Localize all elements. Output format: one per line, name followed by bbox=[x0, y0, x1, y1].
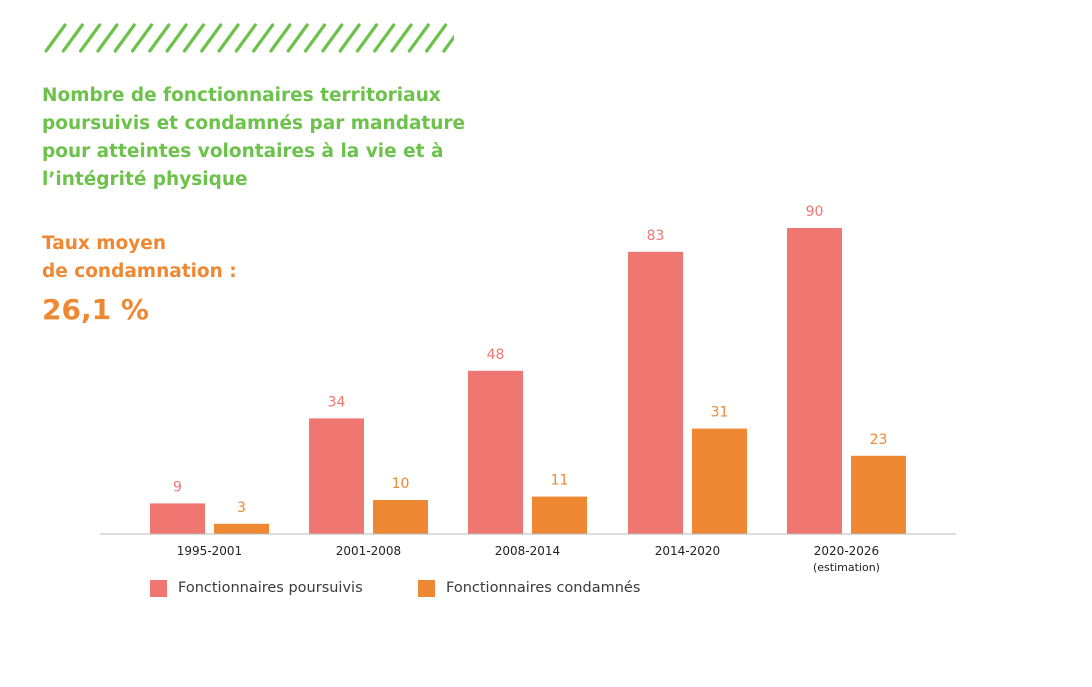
stripe bbox=[355, 23, 378, 53]
bar-poursuivis-0 bbox=[150, 503, 205, 534]
bar-poursuivis-3 bbox=[628, 251, 683, 535]
stripe bbox=[182, 23, 205, 53]
stripe bbox=[442, 34, 454, 53]
stripe bbox=[252, 23, 275, 53]
stripe bbox=[321, 23, 344, 53]
average-rate-value: 26,1 % bbox=[42, 293, 149, 326]
stripe bbox=[303, 23, 327, 53]
bar-condamnes-0 bbox=[214, 523, 269, 534]
stripe bbox=[373, 23, 396, 53]
legend-label-condamnes: Fonctionnaires condamnés bbox=[446, 580, 641, 596]
stripe bbox=[130, 23, 154, 53]
legend-swatch-poursuivis bbox=[150, 579, 167, 597]
bar-poursuivis-4 bbox=[787, 228, 842, 534]
bar-condamnes-1 bbox=[373, 500, 428, 534]
stripe bbox=[269, 23, 292, 53]
x-tick-label-0: 1995-2001 bbox=[177, 544, 242, 558]
decorative-stripes bbox=[44, 23, 454, 53]
stripe bbox=[234, 23, 257, 53]
stripe bbox=[96, 23, 119, 53]
stripe bbox=[390, 23, 413, 53]
average-rate-label: Taux moyen de condamnation : bbox=[42, 230, 282, 286]
stripe bbox=[78, 23, 102, 53]
stripe bbox=[200, 23, 223, 53]
legend-label-poursuivis: Fonctionnaires poursuivis bbox=[178, 580, 363, 596]
x-tick-label-1: 2001-2008 bbox=[336, 544, 401, 558]
stripe bbox=[407, 23, 430, 53]
legend-item-poursuivis: Fonctionnaires poursuivis bbox=[150, 578, 363, 598]
stripe bbox=[61, 23, 84, 53]
stripe bbox=[425, 23, 448, 53]
bar-poursuivis-2 bbox=[468, 370, 523, 534]
average-rate-label-line1: Taux moyen bbox=[42, 233, 167, 254]
x-tick-note-4: (estimation) bbox=[813, 561, 880, 574]
data-label-poursuivis-2: 48 bbox=[487, 347, 505, 363]
stripe bbox=[165, 23, 188, 53]
x-tick-label-4: 2020-2026 bbox=[814, 544, 879, 558]
data-label-poursuivis-1: 34 bbox=[328, 394, 346, 410]
data-label-condamnes-2: 11 bbox=[551, 473, 569, 489]
stripe bbox=[44, 23, 67, 53]
data-label-poursuivis-3: 83 bbox=[647, 228, 665, 244]
data-label-condamnes-0: 3 bbox=[237, 500, 246, 516]
data-label-condamnes-3: 31 bbox=[711, 405, 729, 421]
x-tick-label-3: 2014-2020 bbox=[655, 544, 720, 558]
bar-condamnes-4 bbox=[851, 455, 906, 534]
x-tick-label-2: 2008-2014 bbox=[495, 544, 560, 558]
data-label-condamnes-4: 23 bbox=[870, 432, 888, 448]
data-label-condamnes-1: 10 bbox=[392, 476, 410, 492]
bar-condamnes-2 bbox=[532, 496, 587, 534]
stripe bbox=[113, 23, 136, 53]
legend-swatch-condamnes bbox=[418, 579, 435, 597]
stripe bbox=[217, 23, 240, 53]
bar-poursuivis-1 bbox=[309, 418, 364, 534]
chart-title: Nombre de fonctionnaires territoriaux po… bbox=[42, 85, 466, 190]
average-rate-label-line2: de condamnation : bbox=[42, 261, 237, 282]
bar-condamnes-3 bbox=[692, 428, 747, 534]
stripe bbox=[148, 23, 171, 53]
data-label-poursuivis-4: 90 bbox=[806, 204, 824, 220]
legend-item-condamnes: Fonctionnaires condamnés bbox=[418, 578, 640, 598]
stripe bbox=[338, 23, 361, 53]
data-label-poursuivis-0: 9 bbox=[173, 479, 182, 495]
stripe bbox=[286, 23, 309, 53]
